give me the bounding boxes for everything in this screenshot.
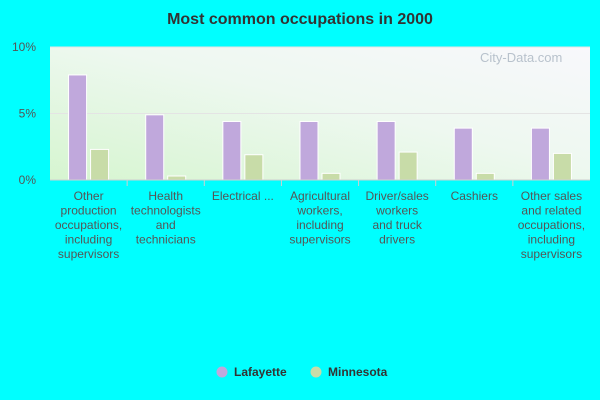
legend-label-lafayette: Lafayette xyxy=(234,365,287,379)
legend-label-minnesota: Minnesota xyxy=(328,365,388,379)
x-axis: Other production occupations, including supe… xyxy=(50,179,590,261)
bar-lafayette[interactable] xyxy=(222,120,242,181)
gridlines xyxy=(50,46,590,114)
x-category-label: Health technologists and technicians xyxy=(131,189,201,247)
x-category-label: Cashiers xyxy=(451,189,498,203)
legend-swatch-lafayette xyxy=(216,366,228,378)
chart-title: Most common occupations in 2000 xyxy=(167,11,433,28)
watermark: City-Data.com xyxy=(480,50,562,65)
y-axis: 0% 5% 10% xyxy=(12,40,36,187)
legend-swatch-minnesota xyxy=(310,366,322,378)
bars xyxy=(68,74,572,181)
x-category-label: Driver/sales workers and truck drivers xyxy=(365,189,428,247)
bar-lafayette[interactable] xyxy=(530,127,550,181)
x-category-label: Other sales and related occupations, includ… xyxy=(518,189,585,261)
x-category-label: Electrical ... xyxy=(212,189,274,203)
y-tick-label: 0% xyxy=(19,173,37,187)
bar-minnesota[interactable] xyxy=(244,154,264,181)
bar-lafayette[interactable] xyxy=(299,120,319,181)
bar-lafayette[interactable] xyxy=(453,127,473,181)
bar-lafayette[interactable] xyxy=(68,74,88,181)
x-category-label: Agricultural workers, including supervisors xyxy=(289,189,350,247)
bar-minnesota[interactable] xyxy=(552,152,572,181)
x-category-label: Other production occupations, including supe… xyxy=(55,189,122,261)
legend: Lafayette Minnesota xyxy=(216,365,388,379)
y-tick-label: 5% xyxy=(19,107,37,121)
bar-lafayette[interactable] xyxy=(145,114,165,181)
bar-minnesota[interactable] xyxy=(90,148,110,181)
y-tick-label: 10% xyxy=(12,40,36,54)
bar-minnesota[interactable] xyxy=(167,175,187,181)
bar-minnesota[interactable] xyxy=(398,151,418,181)
bar-minnesota[interactable] xyxy=(321,172,341,181)
bar-minnesota[interactable] xyxy=(475,172,495,181)
bar-lafayette[interactable] xyxy=(376,120,396,181)
